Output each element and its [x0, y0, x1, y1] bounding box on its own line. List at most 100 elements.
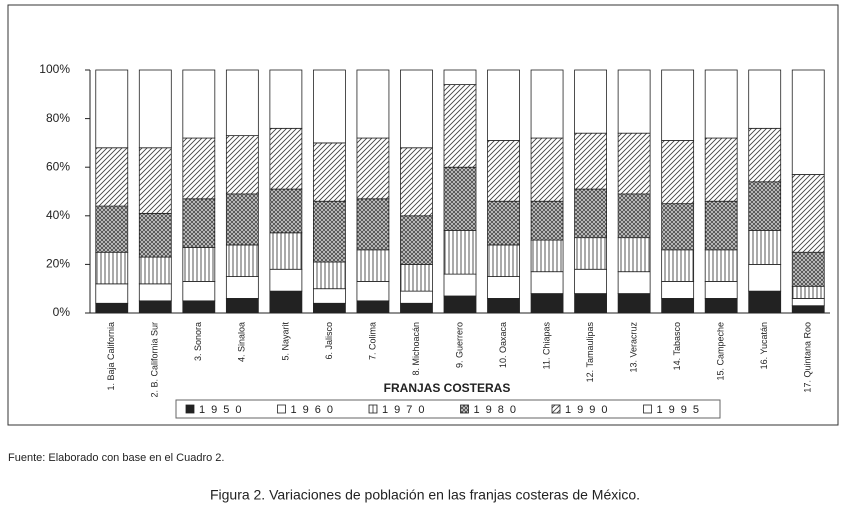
- bar-segment: [487, 276, 520, 299]
- bar-segment: [356, 69, 390, 139]
- bar-segment: [225, 298, 259, 314]
- bar-segment: [704, 298, 738, 314]
- bar-segment: [138, 69, 172, 149]
- bar-segment: [443, 229, 477, 275]
- legend-label: 1995: [657, 404, 705, 416]
- bar-segment: [95, 283, 129, 304]
- bar-segment: [748, 290, 782, 314]
- legend-label: 1970: [382, 404, 430, 416]
- bar-segment: [791, 69, 825, 175]
- bar-segment: [182, 300, 216, 314]
- bar-segment: [617, 193, 651, 239]
- legend-swatch: [643, 404, 652, 414]
- legend-label: 1950: [199, 404, 247, 416]
- bar-segment: [400, 302, 433, 314]
- bar-segment: [661, 249, 695, 282]
- bar-segment: [487, 244, 520, 277]
- bar-segment: [574, 69, 607, 134]
- y-tick-label: 100%: [39, 62, 70, 76]
- legend-label: 1990: [565, 404, 613, 416]
- bar-segment: [225, 135, 259, 195]
- bar-segment: [95, 205, 129, 253]
- bar-segment: [791, 298, 825, 307]
- bar-segment: [182, 69, 216, 139]
- x-tick-label: 7. Colima: [367, 322, 377, 360]
- bar-segment: [95, 69, 129, 149]
- bar-segment: [748, 263, 782, 292]
- bar-segment: [356, 300, 390, 314]
- bar-segment: [269, 290, 303, 314]
- bar-segment: [182, 198, 216, 248]
- bar-segment: [443, 84, 477, 168]
- bar-segment: [574, 237, 607, 270]
- bar-segment: [574, 188, 607, 239]
- bar-segment: [704, 281, 738, 299]
- x-tick-label: 2. B. California Sur: [150, 322, 160, 398]
- bar-segment: [269, 268, 303, 292]
- bar-segment: [791, 285, 825, 299]
- bar-segment: [791, 305, 825, 314]
- bar-segment: [138, 300, 172, 314]
- legend-label: 1960: [291, 404, 339, 416]
- bar-segment: [574, 268, 607, 294]
- bar-segment: [791, 251, 825, 287]
- x-tick-label: 14. Tabasco: [672, 322, 682, 370]
- bar-segment: [400, 263, 433, 292]
- bar-segment: [704, 200, 738, 251]
- bar-segment: [313, 200, 346, 263]
- bar-segment: [748, 69, 782, 129]
- legend-swatch: [277, 404, 286, 414]
- bar-segment: [791, 174, 825, 253]
- x-tick-label: 12. Tamaulipas: [585, 322, 595, 383]
- bar-segment: [313, 69, 346, 144]
- y-tick-label: 0%: [53, 305, 71, 319]
- bar-segment: [138, 283, 172, 302]
- bar-segment: [443, 166, 477, 231]
- bar-segment: [617, 69, 651, 134]
- x-tick-label: 3. Sonora: [193, 322, 203, 361]
- legend-frame: [175, 399, 721, 419]
- bar-segment: [487, 298, 520, 314]
- bar-segment: [356, 249, 390, 282]
- bar-segment: [225, 244, 259, 277]
- bar-segment: [400, 290, 433, 304]
- bar-segment: [530, 239, 564, 273]
- x-tick-label: 8. Michoacán: [411, 322, 421, 376]
- chart-frame: [7, 4, 839, 426]
- x-tick-label: 13. Veracruz: [628, 322, 638, 373]
- bar-segment: [313, 142, 346, 202]
- y-tick-label: 40%: [46, 208, 70, 222]
- bar-segment: [530, 200, 564, 241]
- bar-segment: [400, 215, 433, 265]
- legend-swatch: [368, 404, 378, 414]
- bar-segment: [748, 181, 782, 231]
- bar-segment: [530, 293, 564, 314]
- source-note: Fuente: Elaborado con base en el Cuadro …: [8, 452, 224, 464]
- x-tick-label: 11. Chiapas: [541, 322, 551, 370]
- bar-segment: [617, 293, 651, 314]
- y-tick-label: 60%: [46, 159, 70, 173]
- bar-segment: [748, 127, 782, 183]
- bar-segment: [182, 281, 216, 302]
- x-tick-label: 9. Guerrero: [454, 322, 464, 368]
- x-tick-label: 1. Baja California: [106, 322, 116, 391]
- x-axis-title: FRANJAS COSTERAS: [384, 381, 511, 395]
- bar-segment: [182, 137, 216, 200]
- bar-segment: [661, 281, 695, 299]
- bar-segment: [313, 261, 346, 290]
- bar-segment: [487, 200, 520, 246]
- bar-segment: [138, 212, 172, 258]
- bar-segment: [356, 198, 390, 251]
- bar-segment: [95, 147, 129, 207]
- bar-segment: [95, 251, 129, 285]
- bar-segment: [704, 249, 738, 282]
- x-tick-label: 10. Oaxaca: [498, 322, 508, 368]
- x-tick-label: 6. Jalisco: [324, 322, 334, 360]
- bar-segment: [182, 246, 216, 282]
- legend-label: 1980: [474, 404, 522, 416]
- x-tick-label: 16. Yucatán: [759, 322, 769, 369]
- bar-segment: [704, 137, 738, 202]
- legend-swatch: [460, 404, 469, 414]
- bar-segment: [443, 69, 477, 85]
